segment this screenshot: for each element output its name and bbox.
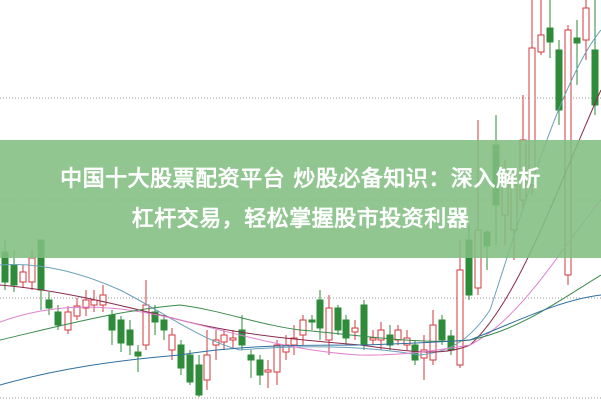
- candle-down: [238, 329, 246, 346]
- candle-down: [386, 334, 394, 346]
- candle-down: [308, 319, 316, 323]
- title-line-2: 杠杆交易，轻松掌握股市投资利器: [131, 207, 470, 232]
- candle-up: [90, 299, 98, 306]
- candle-up: [220, 334, 228, 343]
- candle-up: [456, 269, 464, 366]
- candle-down: [247, 354, 255, 361]
- candle-down: [316, 299, 324, 329]
- candle-down: [591, 49, 599, 106]
- candle-up: [212, 339, 220, 346]
- candle-up: [582, 7, 590, 41]
- candle-down: [186, 354, 194, 383]
- candle-down: [126, 329, 134, 346]
- candle-down: [117, 319, 125, 344]
- candle-up: [229, 337, 237, 341]
- candle-down: [573, 37, 581, 44]
- candle-up: [369, 337, 377, 341]
- candle-up: [73, 305, 81, 317]
- candle-down: [134, 351, 142, 357]
- candle-up: [394, 329, 402, 341]
- candle-up: [537, 34, 545, 53]
- candle-down: [256, 359, 264, 376]
- candle-down: [160, 319, 168, 331]
- candle-up: [290, 337, 298, 346]
- candle-down: [342, 319, 350, 339]
- candle-up: [325, 307, 333, 341]
- candle-up: [142, 304, 150, 346]
- candle-down: [177, 344, 185, 369]
- ma-line-blue: [0, 294, 601, 386]
- candle-down: [195, 364, 203, 396]
- candle-up: [273, 344, 281, 373]
- candle-down: [151, 311, 159, 323]
- title-line-1: 中国十大股票配资平台 炒股必备知识：深入解析: [60, 167, 541, 192]
- candle-up: [168, 334, 176, 351]
- candle-down: [555, 49, 563, 111]
- candle-up: [82, 299, 90, 309]
- candle-down: [45, 299, 53, 309]
- ma-line-green: [0, 274, 601, 342]
- title-banner: [0, 140, 601, 258]
- article-title: 中国十大股票配资平台 炒股必备知识：深入解析 杠杆交易，轻松掌握股市投资利器: [0, 160, 601, 240]
- candle-up: [264, 369, 272, 373]
- candle-up: [28, 257, 36, 283]
- candle-down: [108, 314, 116, 331]
- candle-up: [19, 271, 27, 283]
- candle-up: [351, 327, 359, 333]
- candle-up: [299, 319, 307, 336]
- candle-up: [99, 294, 107, 306]
- candle-up: [377, 329, 385, 341]
- candle-down: [438, 319, 446, 341]
- candle-down: [54, 311, 62, 326]
- candle-down: [546, 27, 554, 43]
- candle-up: [403, 337, 411, 346]
- candle-up: [203, 354, 211, 381]
- candle-down: [334, 307, 342, 331]
- candle-up: [64, 311, 72, 331]
- candle-down: [10, 264, 18, 286]
- ma-line-pink: [0, 199, 601, 356]
- candle-down: [360, 304, 368, 346]
